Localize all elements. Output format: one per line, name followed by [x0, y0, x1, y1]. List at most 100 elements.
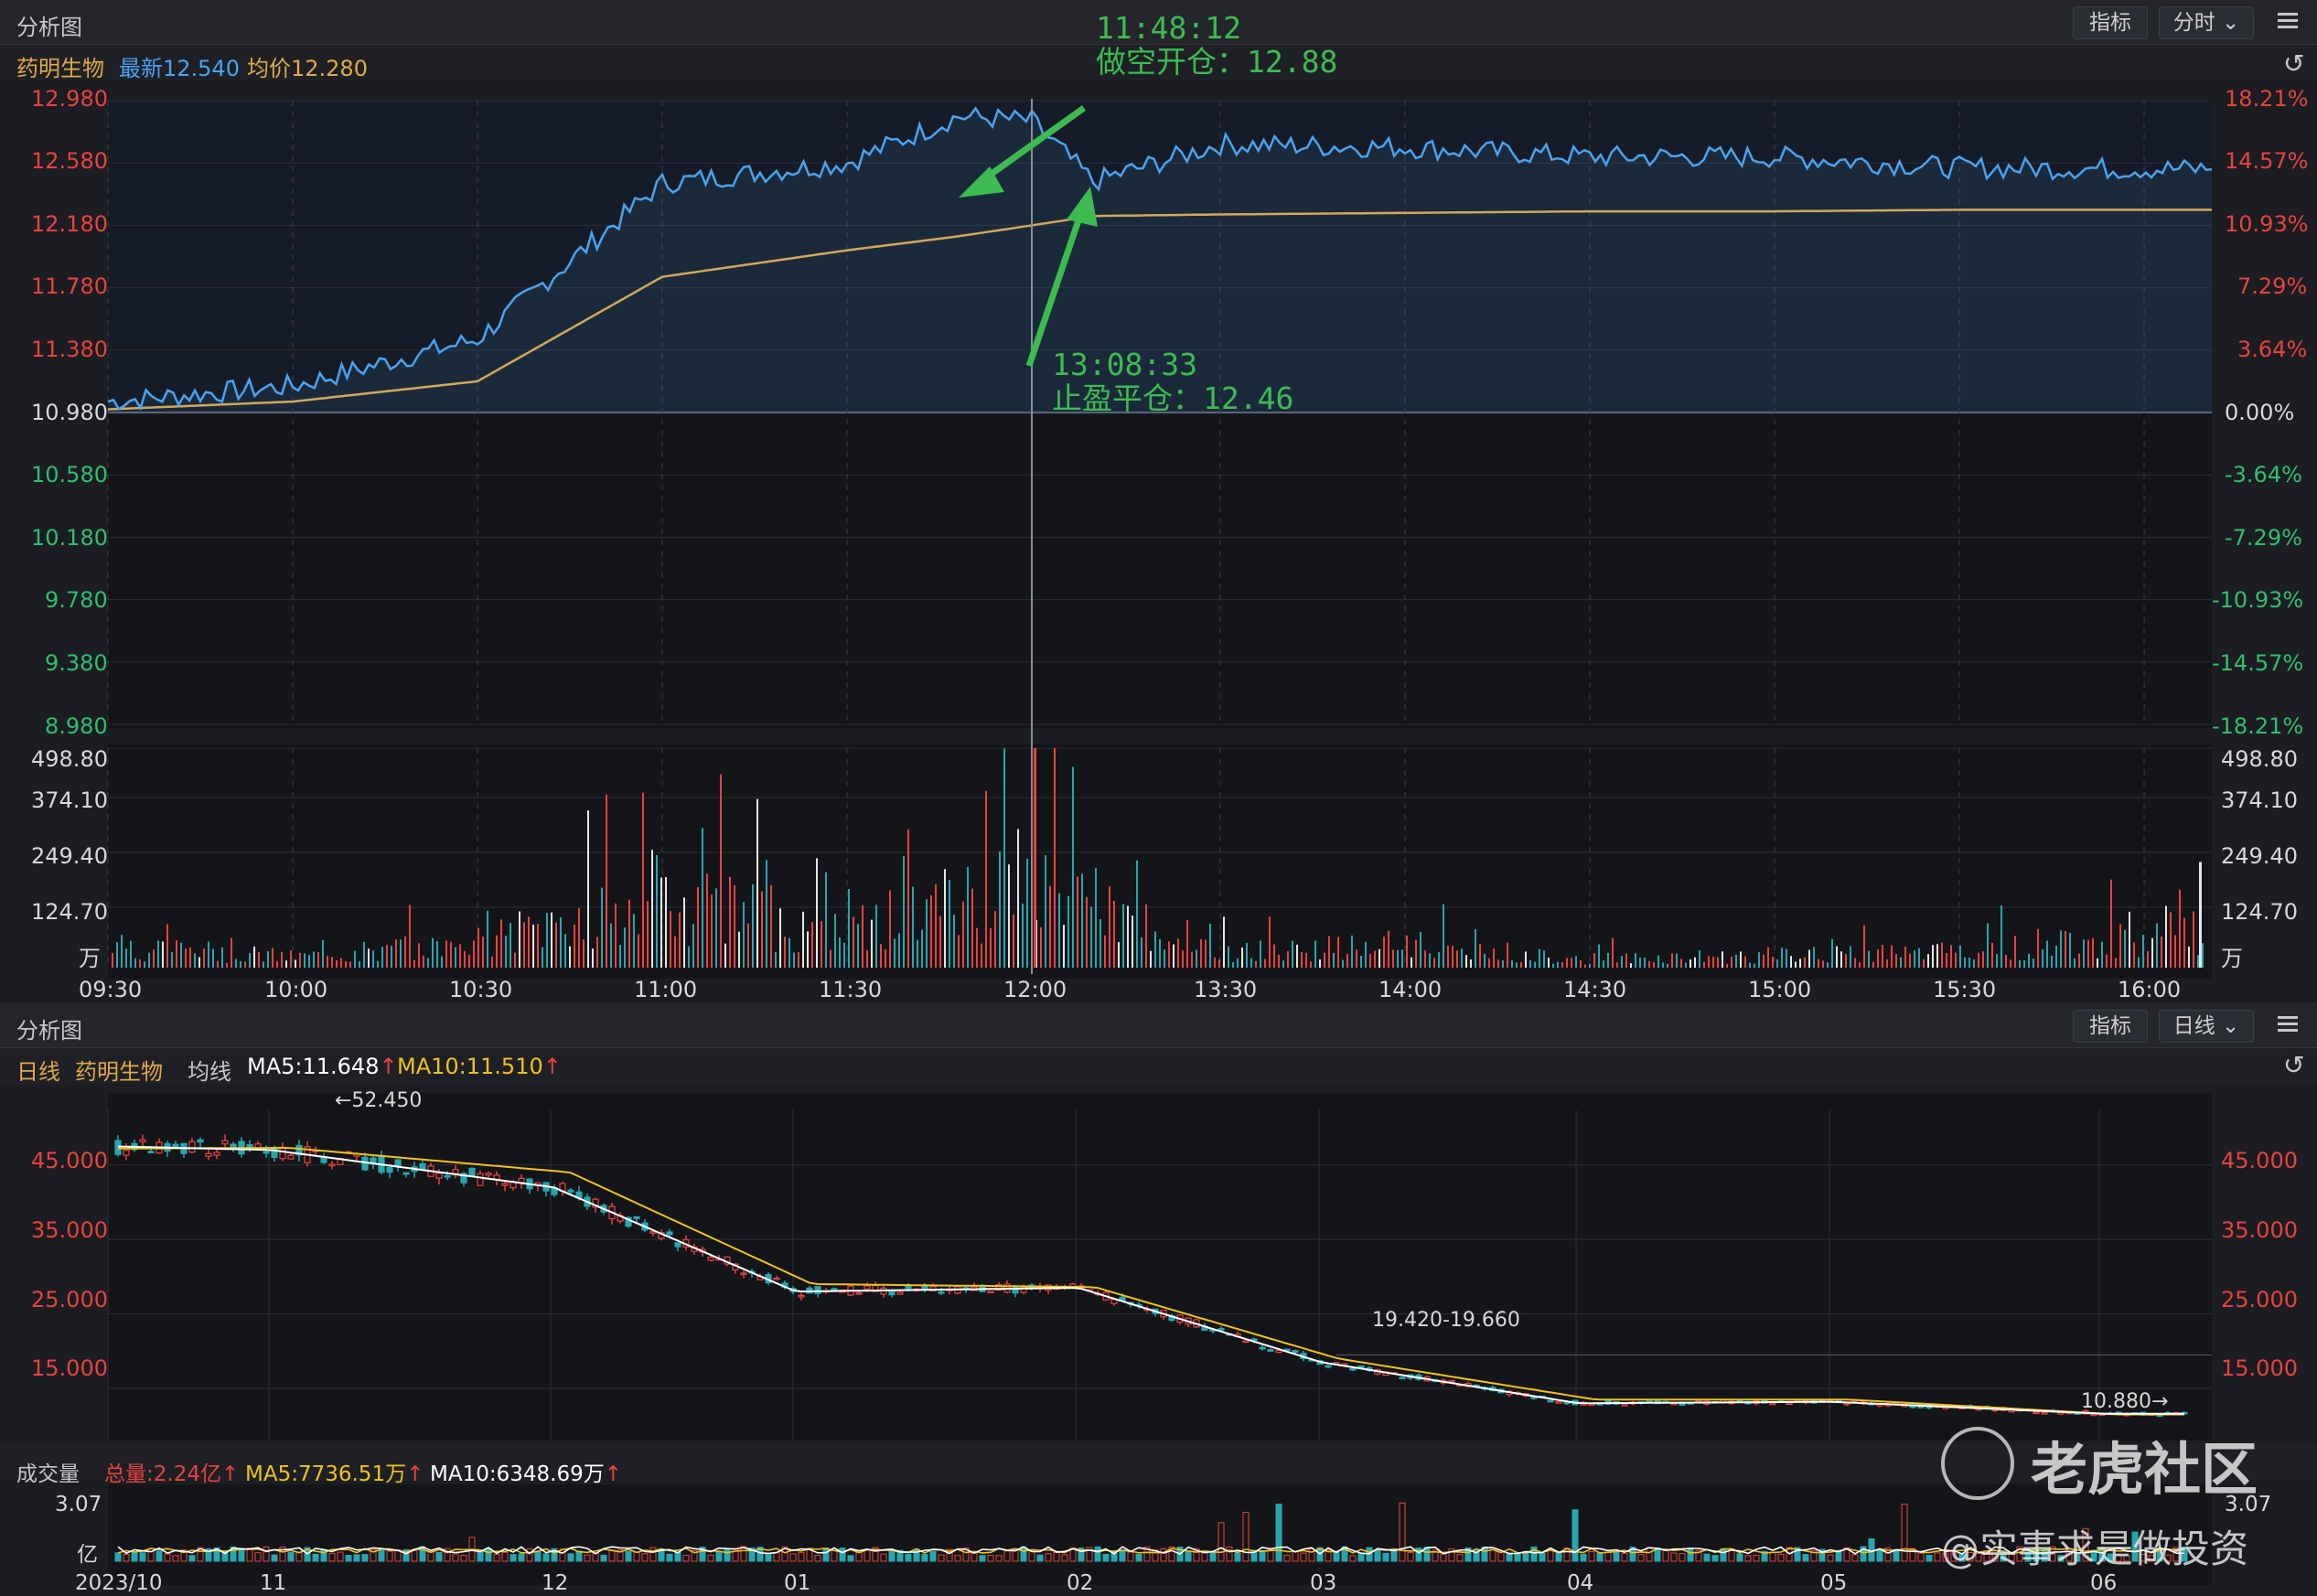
volume-bar	[1722, 951, 1723, 968]
daily-volume-bar	[773, 1551, 780, 1562]
daily-volume-bar	[608, 1549, 616, 1562]
reset-icon[interactable]: ↺	[2283, 48, 2305, 79]
volume-bar	[427, 958, 429, 968]
daily-volume-bars	[114, 1502, 2188, 1562]
volume-bar	[971, 888, 973, 968]
candle-body	[1259, 1346, 1266, 1350]
volume-bar	[249, 953, 251, 968]
daily-volume-bar	[1580, 1553, 1587, 1562]
time-tick: 16:00	[2118, 977, 2182, 1002]
ma5-line	[117, 1145, 2184, 1415]
daily-volume-bar	[1975, 1552, 1982, 1562]
price-tick: 11.780	[31, 273, 108, 299]
daily-volume-bar	[1530, 1546, 1538, 1562]
daily-volume-bar	[617, 1549, 624, 1562]
candle-body	[435, 1173, 443, 1179]
volume-bar	[894, 938, 896, 968]
volume-bar	[1584, 964, 1586, 968]
volume-bar	[610, 923, 612, 968]
volume-bar	[670, 911, 671, 968]
volume-bar	[1754, 963, 1755, 968]
time-tick: 11:00	[634, 977, 698, 1002]
daily-volume-bar	[1497, 1551, 1505, 1562]
volume-bar	[592, 948, 594, 968]
daily-volume-bar	[172, 1555, 179, 1562]
period-dropdown[interactable]: 分时 ⌄	[2159, 6, 2254, 39]
daily-volume-bar	[1160, 1548, 1167, 1562]
volume-bar	[2142, 935, 2144, 968]
candle-body	[649, 1231, 657, 1234]
kline-tick: 15.000	[31, 1355, 108, 1381]
volume-bar	[1186, 920, 1188, 968]
up-arrow-icon: ↑	[542, 1054, 562, 1079]
volume-bar	[304, 953, 306, 968]
volume-bar	[1388, 930, 1389, 968]
daily-volume-bar	[337, 1551, 344, 1562]
volume-bar	[2106, 954, 2108, 968]
daily-volume-bar	[2082, 1527, 2089, 1562]
short-open-annotation: 11:48:12 做空开仓：12.88	[1096, 11, 1337, 79]
daily-volume-bar	[584, 1554, 591, 1562]
volume-bar	[144, 961, 145, 968]
volume-bar	[349, 961, 351, 968]
daily-volume-bar	[493, 1553, 500, 1562]
candle-body	[1621, 1404, 1628, 1407]
volume-bar	[1657, 955, 1659, 968]
pct-tick: 0.00%	[2225, 400, 2295, 425]
candle-body	[633, 1216, 640, 1219]
short-open-text: 做空开仓：12.88	[1096, 44, 1338, 80]
candle-body	[287, 1154, 295, 1160]
candle-body	[1242, 1340, 1250, 1344]
volume-bar	[651, 850, 653, 968]
volume-bar	[738, 931, 740, 968]
candle-body	[468, 1167, 476, 1177]
volume-bar	[505, 936, 507, 968]
daily-volume-bar	[1967, 1551, 1974, 1562]
daily-volume-bar	[230, 1546, 237, 1562]
volume-bar	[2046, 940, 2048, 968]
daily-volume-bar	[1407, 1551, 1414, 1562]
daily-volume-bar	[197, 1547, 204, 1562]
volume-bar	[1136, 860, 1138, 968]
volume-bar	[1694, 957, 1696, 968]
period-dropdown[interactable]: 日线 ⌄	[2159, 1010, 2254, 1043]
ma-label: 均线	[188, 1059, 231, 1085]
volume-bar	[898, 933, 900, 968]
menu-icon[interactable]	[2278, 9, 2298, 31]
top-panel-toolbar: 分析图 指标 分时 ⌄	[0, 0, 2317, 45]
daily-volume-bar	[979, 1555, 986, 1562]
daily-volume-bar	[1506, 1553, 1513, 1562]
volume-bar	[1868, 950, 1870, 968]
reset-icon[interactable]: ↺	[2283, 1050, 2305, 1080]
indicator-button[interactable]: 指标	[2073, 6, 2148, 39]
indicator-button[interactable]: 指标	[2073, 1010, 2148, 1043]
volume-bar	[1223, 916, 1225, 968]
daily-volume-bar	[477, 1550, 484, 1562]
daily-volume-bar	[1053, 1551, 1060, 1562]
volume-bar	[660, 877, 662, 968]
volume-bar	[445, 940, 447, 968]
date-tick: 01	[784, 1571, 811, 1595]
volume-bar	[679, 912, 681, 968]
candle-body	[221, 1140, 229, 1145]
daily-volume-bar	[929, 1551, 937, 1562]
daily-volume-bar	[658, 1550, 665, 1562]
daily-volume-bar	[2049, 1546, 2056, 1562]
daily-volume-bar	[1753, 1554, 1760, 1562]
period-label: 分时	[2172, 11, 2215, 35]
menu-icon[interactable]	[2278, 1012, 2298, 1034]
chevron-down-icon: ⌄	[2222, 11, 2240, 35]
volume-bar	[2005, 954, 2007, 968]
daily-volume-bar	[1201, 1551, 1208, 1562]
candle-body	[814, 1286, 821, 1294]
chevron-down-icon: ⌄	[2222, 1014, 2240, 1038]
volume-bar	[1058, 893, 1060, 968]
take-profit-annotation: 13:08:33 止盈平仓：12.46	[1052, 348, 1293, 415]
daily-volume-bar	[2090, 1549, 2097, 1562]
volume-bar	[112, 953, 113, 968]
daily-volume-bar	[295, 1552, 303, 1562]
candle-body	[139, 1139, 146, 1142]
volume-bar	[2065, 931, 2066, 968]
daily-volume-bar	[370, 1548, 377, 1562]
daily-volume-bar	[855, 1552, 863, 1562]
